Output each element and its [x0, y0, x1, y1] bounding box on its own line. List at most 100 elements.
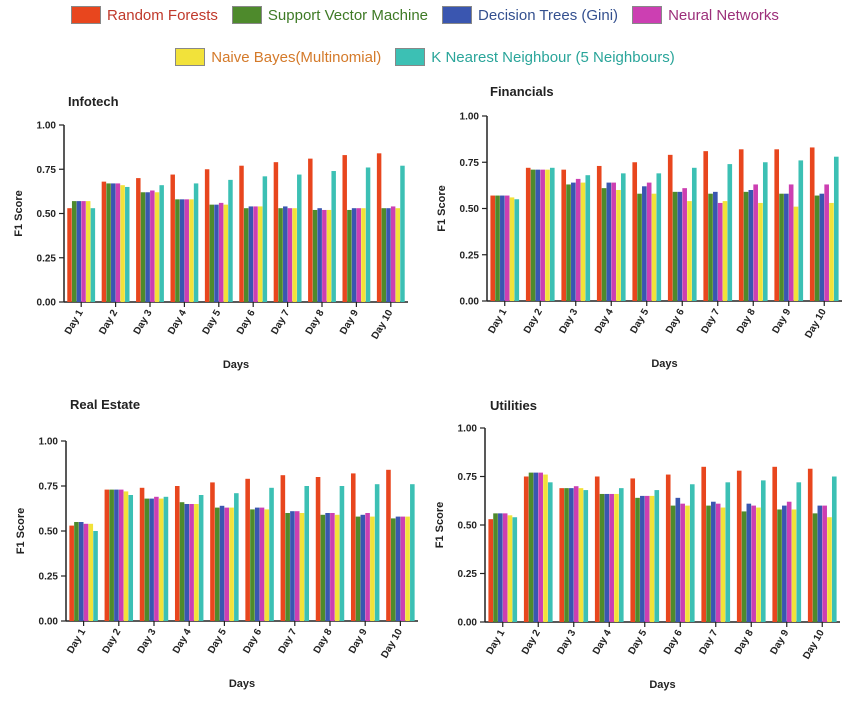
bar-random-forests	[280, 475, 286, 621]
bar-random-forests	[772, 466, 778, 622]
bar-support-vector-machine	[670, 505, 676, 622]
bar-decision-trees-gini	[184, 504, 190, 621]
legend-item-neural-networks: Neural Networks	[632, 6, 779, 24]
bar-random-forests	[136, 178, 141, 302]
bar-support-vector-machine	[320, 514, 326, 621]
bar-k-nearest-neighbour-5-neighbours	[262, 176, 268, 302]
bar-support-vector-machine	[285, 513, 290, 621]
bar-k-nearest-neighbour-5-neighbours	[400, 165, 405, 302]
x-tick-label: Day 7	[277, 627, 300, 656]
chart-title: Financials	[490, 84, 554, 99]
bar-neural-networks	[609, 493, 614, 622]
x-tick-label: Day 9	[768, 628, 791, 657]
chart-svg: 0.00 0.25 0.50 0.75 1.00 F1 Score Day 1 Day 2 Da…	[436, 112, 842, 370]
bar-support-vector-machine	[347, 209, 352, 302]
x-tick-label: Day 10	[379, 627, 405, 661]
bar-neural-networks	[786, 501, 792, 622]
bar-naive-bayes-multinomial	[720, 507, 726, 622]
bar-k-nearest-neighbour-5-neighbours	[410, 484, 415, 621]
y-axis-title: F1 Score	[434, 502, 446, 548]
x-tick-label: Day 6	[662, 628, 685, 657]
bar-random-forests	[342, 155, 347, 302]
x-tick-label: Day 3	[132, 308, 155, 337]
bar-support-vector-machine	[635, 497, 640, 622]
bar-k-nearest-neighbour-5-neighbours	[297, 174, 302, 302]
y-tick-label: 0.00	[458, 618, 478, 629]
x-tick-label: Day 1	[65, 627, 88, 656]
y-tick-label: 0.25	[460, 250, 480, 261]
bar-decision-trees-gini	[360, 514, 366, 621]
bar-support-vector-machine	[637, 193, 642, 301]
legend-swatch	[175, 48, 206, 66]
bar-neural-networks	[184, 199, 189, 302]
bar-decision-trees-gini	[219, 505, 225, 621]
bar-decision-trees-gini	[254, 507, 260, 621]
bar-support-vector-machine	[243, 208, 249, 302]
bar-neural-networks	[224, 507, 230, 621]
bar-k-nearest-neighbour-5-neighbours	[549, 167, 555, 301]
bar-neural-networks	[356, 208, 361, 302]
bar-naive-bayes-multinomial	[793, 206, 799, 301]
x-tick-label: Day 4	[171, 627, 194, 656]
bar-k-nearest-neighbour-5-neighbours	[269, 487, 274, 621]
chart-svg: 0.00 0.25 0.50 0.75 1.00 F1 Score Day 1 Day 2 Da…	[15, 437, 418, 690]
y-axis-title: F1 Score	[13, 190, 25, 236]
bar-naive-bayes-multinomial	[158, 498, 164, 621]
bar-random-forests	[67, 208, 72, 302]
bar-k-nearest-neighbour-5-neighbours	[128, 495, 134, 621]
chart-svg: 0.00 0.25 0.50 0.75 1.00 F1 Score Day 1 Day 2 Da…	[434, 424, 840, 691]
bar-naive-bayes-multinomial	[154, 192, 160, 302]
bar-decision-trees-gini	[784, 193, 789, 301]
legend-item-support-vector-machine: Support Vector Machine	[231, 6, 428, 24]
bar-k-nearest-neighbour-5-neighbours	[90, 208, 96, 302]
bar-naive-bayes-multinomial	[292, 208, 297, 302]
bar-support-vector-machine	[601, 188, 607, 301]
bar-naive-bayes-multinomial	[685, 505, 690, 622]
bar-neural-networks	[753, 184, 758, 301]
legend-label: Naive Bayes(Multinomial)	[211, 48, 382, 66]
bar-random-forests	[703, 151, 709, 301]
bar-support-vector-machine	[672, 191, 678, 301]
bar-naive-bayes-multinomial	[120, 185, 125, 302]
bar-random-forests	[386, 469, 391, 621]
bar-neural-networks	[118, 489, 124, 621]
bar-support-vector-machine	[175, 199, 180, 302]
bar-neural-networks	[218, 202, 224, 302]
bar-k-nearest-neighbour-5-neighbours	[374, 484, 380, 621]
x-tick-label: Day 7	[697, 628, 720, 657]
bar-decision-trees-gini	[283, 206, 288, 302]
bar-random-forests	[667, 154, 673, 301]
bar-naive-bayes-multinomial	[758, 202, 763, 301]
x-tick-label: Day 2	[97, 308, 120, 337]
bar-neural-networks	[573, 486, 579, 622]
bar-support-vector-machine	[278, 208, 283, 302]
bar-neural-networks	[390, 206, 396, 302]
bar-random-forests	[632, 162, 638, 301]
bar-random-forests	[594, 476, 600, 622]
x-tick-label: Day 5	[206, 627, 229, 656]
chart-panel-real-estate: Real Estate 0.00 0.25 0.50 0.75 1.00 F1 Score…	[0, 392, 425, 696]
x-axis-title: Days	[649, 679, 675, 691]
bar-support-vector-machine	[814, 195, 820, 301]
legend-swatch	[395, 48, 426, 66]
bar-neural-networks	[715, 503, 721, 622]
bar-decision-trees-gini	[604, 493, 610, 622]
bar-support-vector-machine	[493, 513, 498, 622]
bar-k-nearest-neighbour-5-neighbours	[514, 199, 520, 301]
bar-decision-trees-gini	[78, 522, 84, 621]
legend-swatch	[71, 6, 102, 24]
bar-naive-bayes-multinomial	[264, 509, 270, 621]
bar-naive-bayes-multinomial	[85, 201, 91, 302]
y-tick-label: 0.25	[458, 569, 478, 580]
x-tick-label: Day 2	[522, 307, 545, 336]
bar-neural-networks	[680, 503, 685, 622]
legend-item-knn: K Nearest Neighbour (5 Neighbours)	[395, 48, 675, 66]
x-axis-title: Days	[229, 678, 255, 690]
bar-support-vector-machine	[528, 472, 534, 622]
bar-neural-networks	[189, 504, 194, 621]
bar-random-forests	[239, 165, 244, 302]
bar-support-vector-machine	[109, 489, 114, 621]
bar-neural-networks	[83, 523, 89, 621]
bar-neural-networks	[644, 495, 650, 622]
chart-title: Real Estate	[70, 397, 141, 412]
